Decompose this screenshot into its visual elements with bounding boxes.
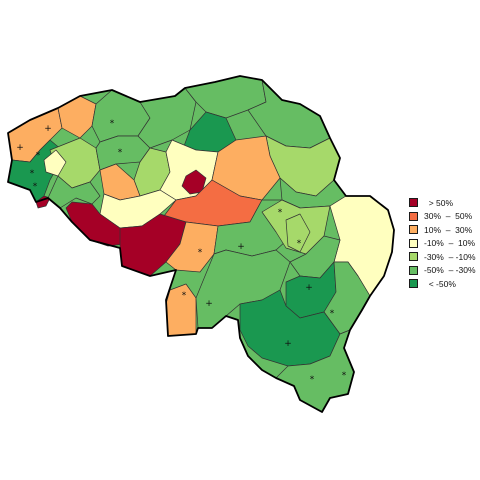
legend-swatch xyxy=(409,279,418,289)
plus-marker: + xyxy=(44,124,52,134)
region-liege-lightgreen-b xyxy=(285,213,311,253)
plus-marker: + xyxy=(305,283,313,293)
star-marker: * xyxy=(118,148,123,158)
legend-label: -50% – -30% xyxy=(424,265,476,276)
star-marker: * xyxy=(278,208,283,218)
star-marker: * xyxy=(342,371,347,381)
star-marker: * xyxy=(198,248,203,258)
significance-markers: + + * * * * * * * * * * * * + + + + xyxy=(16,119,347,385)
plus-marker: + xyxy=(16,143,24,153)
legend-item: -50% – -30% xyxy=(409,264,476,278)
star-marker: * xyxy=(36,151,41,161)
region-hainaut-red-west xyxy=(65,201,125,247)
legend-swatch xyxy=(409,238,418,248)
star-marker: * xyxy=(30,169,35,179)
legend-item: 30% – 50% xyxy=(409,210,476,224)
legend-swatch xyxy=(409,252,418,262)
legend-label: -30% – -10% xyxy=(424,251,476,262)
legend-item: -10% – 10% xyxy=(409,237,476,251)
legend-label: 10% – 30% xyxy=(424,224,473,235)
legend-item: 10% – 30% xyxy=(409,223,476,237)
star-marker: * xyxy=(110,119,115,129)
legend-swatch xyxy=(409,225,418,235)
star-marker: * xyxy=(297,239,302,249)
legend-swatch xyxy=(409,211,418,221)
star-marker: * xyxy=(182,291,187,301)
country-outline xyxy=(7,75,395,413)
legend-item: -30% – -10% xyxy=(409,250,476,264)
star-marker: * xyxy=(330,309,335,319)
plus-marker: + xyxy=(284,339,292,349)
legend-swatch xyxy=(409,198,418,208)
region-hainaut-orange xyxy=(165,221,219,273)
legend-swatch xyxy=(409,265,418,275)
legend-item: < -50% xyxy=(409,277,476,291)
region-west-yellow xyxy=(43,149,67,177)
map-legend: > 50% 30% – 50% 10% – 30% -10% – 10% -30% – … xyxy=(409,196,476,291)
legend-label: > 50% xyxy=(424,197,454,208)
plus-marker: + xyxy=(205,299,213,309)
star-marker: * xyxy=(310,375,315,385)
legend-item: > 50% xyxy=(409,196,476,210)
plus-marker: + xyxy=(237,242,245,252)
legend-label: -10% – 10% xyxy=(424,238,476,249)
legend-label: < -50% xyxy=(424,278,456,289)
star-marker: * xyxy=(33,182,38,192)
legend-label: 30% – 50% xyxy=(424,211,473,222)
